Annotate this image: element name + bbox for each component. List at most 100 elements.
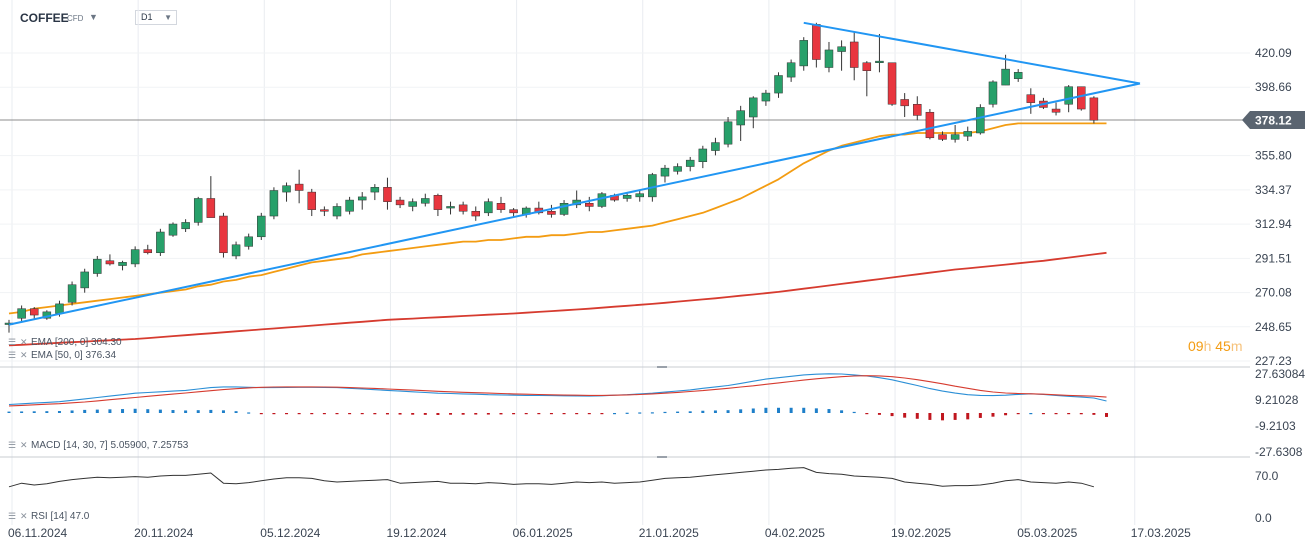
trendline-upper — [803, 21, 1141, 85]
candle-bear — [206, 198, 216, 218]
macd-histogram-bar — [827, 409, 831, 413]
macd-histogram-bar — [7, 411, 11, 413]
price-tick-label: 291.51 — [1255, 251, 1292, 265]
macd-tick-label: 27.63084 — [1255, 367, 1305, 381]
rsi-tick-label: 70.0 — [1255, 469, 1279, 483]
close-icon[interactable]: ✕ — [20, 350, 28, 360]
macd-histogram-bar — [600, 413, 604, 415]
macd-histogram-bar — [1029, 413, 1033, 415]
close-icon[interactable]: ✕ — [20, 440, 28, 450]
macd-histogram-bar — [158, 409, 162, 413]
candle-bull — [761, 92, 771, 102]
candle-bull — [673, 166, 682, 172]
legend-rsi[interactable]: ☰ ✕ RSI [14] 47.0 — [8, 511, 90, 522]
candle-bull — [156, 231, 165, 254]
macd-tick-label: 9.21028 — [1255, 393, 1299, 407]
candle-bull — [988, 81, 998, 105]
countdown-hours: 09 — [1188, 338, 1204, 354]
candle-bull — [67, 284, 77, 303]
macd-histogram-bar — [549, 413, 553, 415]
candle-bull — [875, 60, 884, 63]
menu-icon[interactable]: ☰ — [8, 511, 16, 521]
candle-bull — [963, 131, 972, 137]
menu-icon[interactable]: ☰ — [8, 337, 16, 347]
macd-histogram-bar — [474, 413, 478, 415]
macd-histogram-bar — [1004, 413, 1008, 416]
price-tick-label: 270.08 — [1255, 286, 1292, 300]
macd-histogram-bar — [903, 413, 907, 418]
macd-histogram-bar — [285, 413, 289, 415]
macd-histogram-bar — [322, 413, 326, 415]
macd-histogram-bar — [411, 413, 415, 415]
y-axis-labels: 420.09 398.66 355.80 334.37 312.94 291.51 270.… — [1242, 46, 1305, 525]
macd-histogram-bar — [991, 413, 995, 417]
date-tick-label: 05.12.2024 — [260, 526, 320, 540]
timeframe-selector[interactable]: D1 ▼ — [135, 10, 177, 25]
macd-histogram-bar — [890, 413, 894, 417]
candle-bull — [1001, 68, 1010, 86]
legend-macd[interactable]: ☰ ✕ MACD [14, 30, 7] 5.05900, 7.25753 — [8, 440, 189, 451]
chevron-down-icon[interactable]: ▼ — [89, 12, 98, 22]
legend-ema200[interactable]: ☰ ✕ EMA [200, 0] 304.30 — [8, 337, 122, 348]
macd-histogram-bar — [650, 412, 654, 414]
candle-bear — [1026, 94, 1036, 103]
macd-pane — [7, 373, 1109, 421]
price-tick-label: 420.09 — [1255, 46, 1292, 60]
candle-bear — [862, 62, 872, 71]
countdown-minutes-unit: m — [1230, 338, 1243, 354]
trendline-lower — [8, 82, 1141, 326]
candle-bear — [105, 260, 115, 265]
macd-histogram-bar — [436, 413, 440, 415]
macd-histogram-bar — [70, 410, 74, 413]
candle-bull — [118, 262, 127, 266]
macd-histogram-bar — [234, 411, 238, 413]
date-tick-label: 06.11.2024 — [8, 526, 67, 540]
candle-bear — [913, 103, 922, 116]
macd-histogram-bar — [449, 413, 453, 415]
macd-histogram-bar — [1041, 413, 1045, 415]
candle-bear — [812, 24, 821, 60]
candle-bull — [786, 62, 796, 78]
candle-bear — [509, 209, 518, 214]
candle-bull — [484, 201, 493, 214]
candle-bear — [433, 195, 443, 210]
candle-bull — [193, 198, 203, 223]
candle-bear — [294, 183, 304, 191]
macd-histogram-bar — [1016, 413, 1020, 415]
macd-histogram-bar — [764, 407, 768, 413]
macd-histogram-bar — [789, 407, 793, 413]
symbol-type-badge: CFD — [67, 14, 84, 23]
candle-bull — [559, 203, 569, 215]
candle-countdown: 09h 45m — [1188, 338, 1243, 354]
candle-bear — [143, 249, 153, 254]
candle-bull — [736, 110, 745, 126]
last-price-label: 378.12 — [1255, 114, 1292, 128]
macd-histogram-bar — [625, 412, 629, 414]
candle-bull — [635, 193, 644, 198]
macd-histogram-bar — [953, 413, 957, 420]
ema50-line — [8, 122, 1107, 315]
price-tick-label: 248.65 — [1255, 320, 1292, 334]
macd-histogram-bar — [713, 410, 717, 413]
menu-icon[interactable]: ☰ — [8, 440, 16, 450]
macd-signal-line — [8, 375, 1107, 407]
candle-bear — [471, 210, 481, 217]
macd-histogram-bar — [348, 413, 352, 415]
macd-histogram-bar — [777, 407, 781, 413]
legend-ema50[interactable]: ☰ ✕ EMA [50, 0] 376.34 — [8, 350, 116, 361]
candle-bull — [244, 236, 253, 247]
menu-icon[interactable]: ☰ — [8, 350, 16, 360]
candle-bull — [1064, 86, 1073, 105]
legend-macd-text: MACD [14, 30, 7] 5.05900, 7.25753 — [31, 440, 189, 451]
symbol-name[interactable]: COFFEE — [20, 11, 69, 25]
candle-bull — [660, 167, 670, 177]
macd-histogram-bar — [512, 413, 516, 415]
macd-histogram-bar — [726, 410, 730, 413]
close-icon[interactable]: ✕ — [20, 337, 28, 347]
close-icon[interactable]: ✕ — [20, 511, 28, 521]
candle-bear — [849, 41, 859, 68]
candle-bull — [774, 75, 783, 94]
macd-histogram-bar — [814, 408, 818, 413]
x-axis-labels: 06.11.2024 20.11.2024 05.12.2024 19.12.2024… — [8, 526, 1191, 540]
